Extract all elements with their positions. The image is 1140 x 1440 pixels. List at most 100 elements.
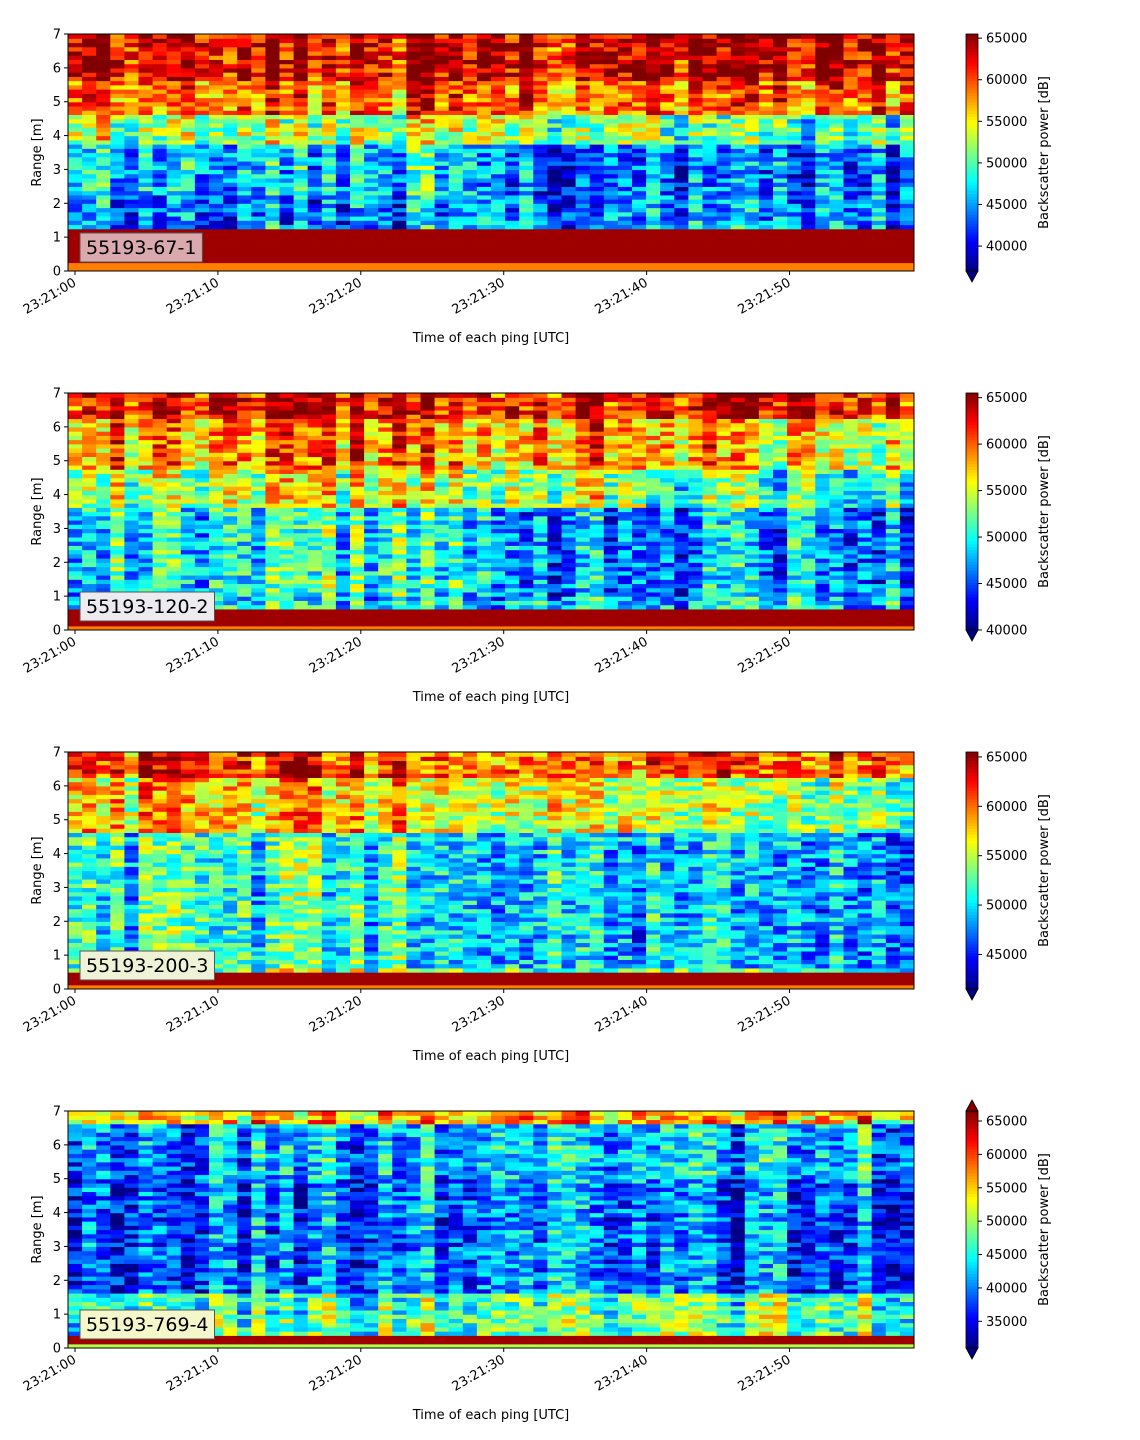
heatmap-cell	[364, 406, 379, 411]
heatmap-cell	[421, 427, 436, 432]
heatmap-cell	[139, 114, 154, 119]
heatmap-cell	[322, 617, 337, 622]
heatmap-cell	[308, 254, 323, 259]
heatmap-cell	[82, 550, 97, 555]
heatmap-cell	[251, 182, 266, 187]
heatmap-cell	[392, 153, 407, 158]
heatmap-cell	[773, 81, 788, 86]
heatmap-cell	[265, 423, 280, 428]
heatmap-cell	[124, 182, 139, 187]
heatmap-cell	[181, 579, 196, 584]
heatmap-cell	[223, 465, 238, 470]
heatmap-cell	[872, 148, 887, 153]
heatmap-cell	[505, 144, 520, 149]
heatmap-cell	[844, 114, 859, 119]
heatmap-cell	[703, 195, 718, 200]
heatmap-cell	[590, 182, 605, 187]
heatmap-cell	[223, 110, 238, 115]
heatmap-cell	[265, 435, 280, 440]
heatmap-cell	[688, 144, 703, 149]
heatmap-cell	[195, 423, 210, 428]
heatmap-cell	[844, 233, 859, 238]
heatmap-cell	[406, 195, 421, 200]
heatmap-cell	[858, 119, 873, 124]
heatmap-cell	[491, 85, 506, 90]
heatmap-cell	[96, 186, 111, 191]
heatmap-cell	[590, 161, 605, 166]
heatmap-cell	[392, 258, 407, 263]
heatmap-cell	[421, 250, 436, 255]
heatmap-cell	[124, 38, 139, 43]
heatmap-cell	[209, 516, 224, 521]
heatmap-cell	[294, 605, 309, 610]
heatmap-cell	[392, 34, 407, 39]
heatmap-cell	[322, 144, 337, 149]
heatmap-cell	[731, 161, 746, 166]
heatmap-cell	[68, 583, 83, 588]
heatmap-cell	[195, 516, 210, 521]
heatmap-cell	[96, 93, 111, 98]
heatmap-cell	[96, 42, 111, 47]
heatmap-cell	[632, 59, 647, 64]
heatmap-cell	[435, 186, 450, 191]
heatmap-cell	[745, 165, 760, 170]
heatmap-cell	[223, 191, 238, 196]
heatmap-cell	[773, 182, 788, 187]
heatmap-cell	[886, 216, 901, 221]
heatmap-cell	[96, 465, 111, 470]
heatmap-cell	[886, 127, 901, 132]
heatmap-cell	[590, 110, 605, 115]
heatmap-cell	[209, 186, 224, 191]
heatmap-cell	[547, 195, 562, 200]
heatmap-cell	[844, 224, 859, 229]
heatmap-cell	[886, 72, 901, 77]
heatmap-cell	[96, 550, 111, 555]
heatmap-cell	[195, 418, 210, 423]
heatmap-cell	[421, 545, 436, 550]
heatmap-cell	[209, 76, 224, 81]
heatmap-cell	[181, 220, 196, 225]
heatmap-cell	[519, 169, 534, 174]
heatmap-cell	[209, 178, 224, 183]
heatmap-cell	[463, 110, 478, 115]
heatmap-cell	[124, 106, 139, 111]
heatmap-cell	[632, 102, 647, 107]
heatmap-cell	[406, 452, 421, 457]
heatmap-cell	[688, 140, 703, 145]
heatmap-cell	[322, 440, 337, 445]
heatmap-cell	[886, 68, 901, 73]
heatmap-cell	[139, 89, 154, 94]
heatmap-cell	[237, 596, 252, 601]
heatmap-cell	[82, 51, 97, 56]
heatmap-cell	[406, 516, 421, 521]
heatmap-cell	[421, 191, 436, 196]
heatmap-cell	[181, 144, 196, 149]
heatmap-cell	[294, 178, 309, 183]
heatmap-cell	[392, 169, 407, 174]
heatmap-cell	[308, 414, 323, 419]
heatmap-cell	[153, 169, 168, 174]
heatmap-cell	[674, 182, 689, 187]
heatmap-cell	[900, 195, 915, 200]
heatmap-cell	[392, 233, 407, 238]
heatmap-cell	[435, 444, 450, 449]
heatmap-cell	[660, 208, 675, 213]
heatmap-cell	[688, 110, 703, 115]
heatmap-cell	[618, 250, 633, 255]
heatmap-cell	[392, 423, 407, 428]
heatmap-cell	[153, 51, 168, 56]
heatmap-cell	[223, 452, 238, 457]
heatmap-cell	[759, 169, 774, 174]
heatmap-cell	[674, 224, 689, 229]
x-tick-label: 23:21:10	[164, 275, 222, 317]
heatmap-cell	[110, 216, 125, 221]
heatmap-cell	[336, 131, 351, 136]
heatmap-cell	[139, 516, 154, 521]
heatmap-cell	[435, 263, 450, 268]
heatmap-cell	[167, 499, 182, 504]
heatmap-cell	[604, 51, 619, 56]
heatmap-cell	[463, 250, 478, 255]
heatmap-cell	[110, 418, 125, 423]
heatmap-cell	[378, 448, 393, 453]
heatmap-cell	[251, 123, 266, 128]
